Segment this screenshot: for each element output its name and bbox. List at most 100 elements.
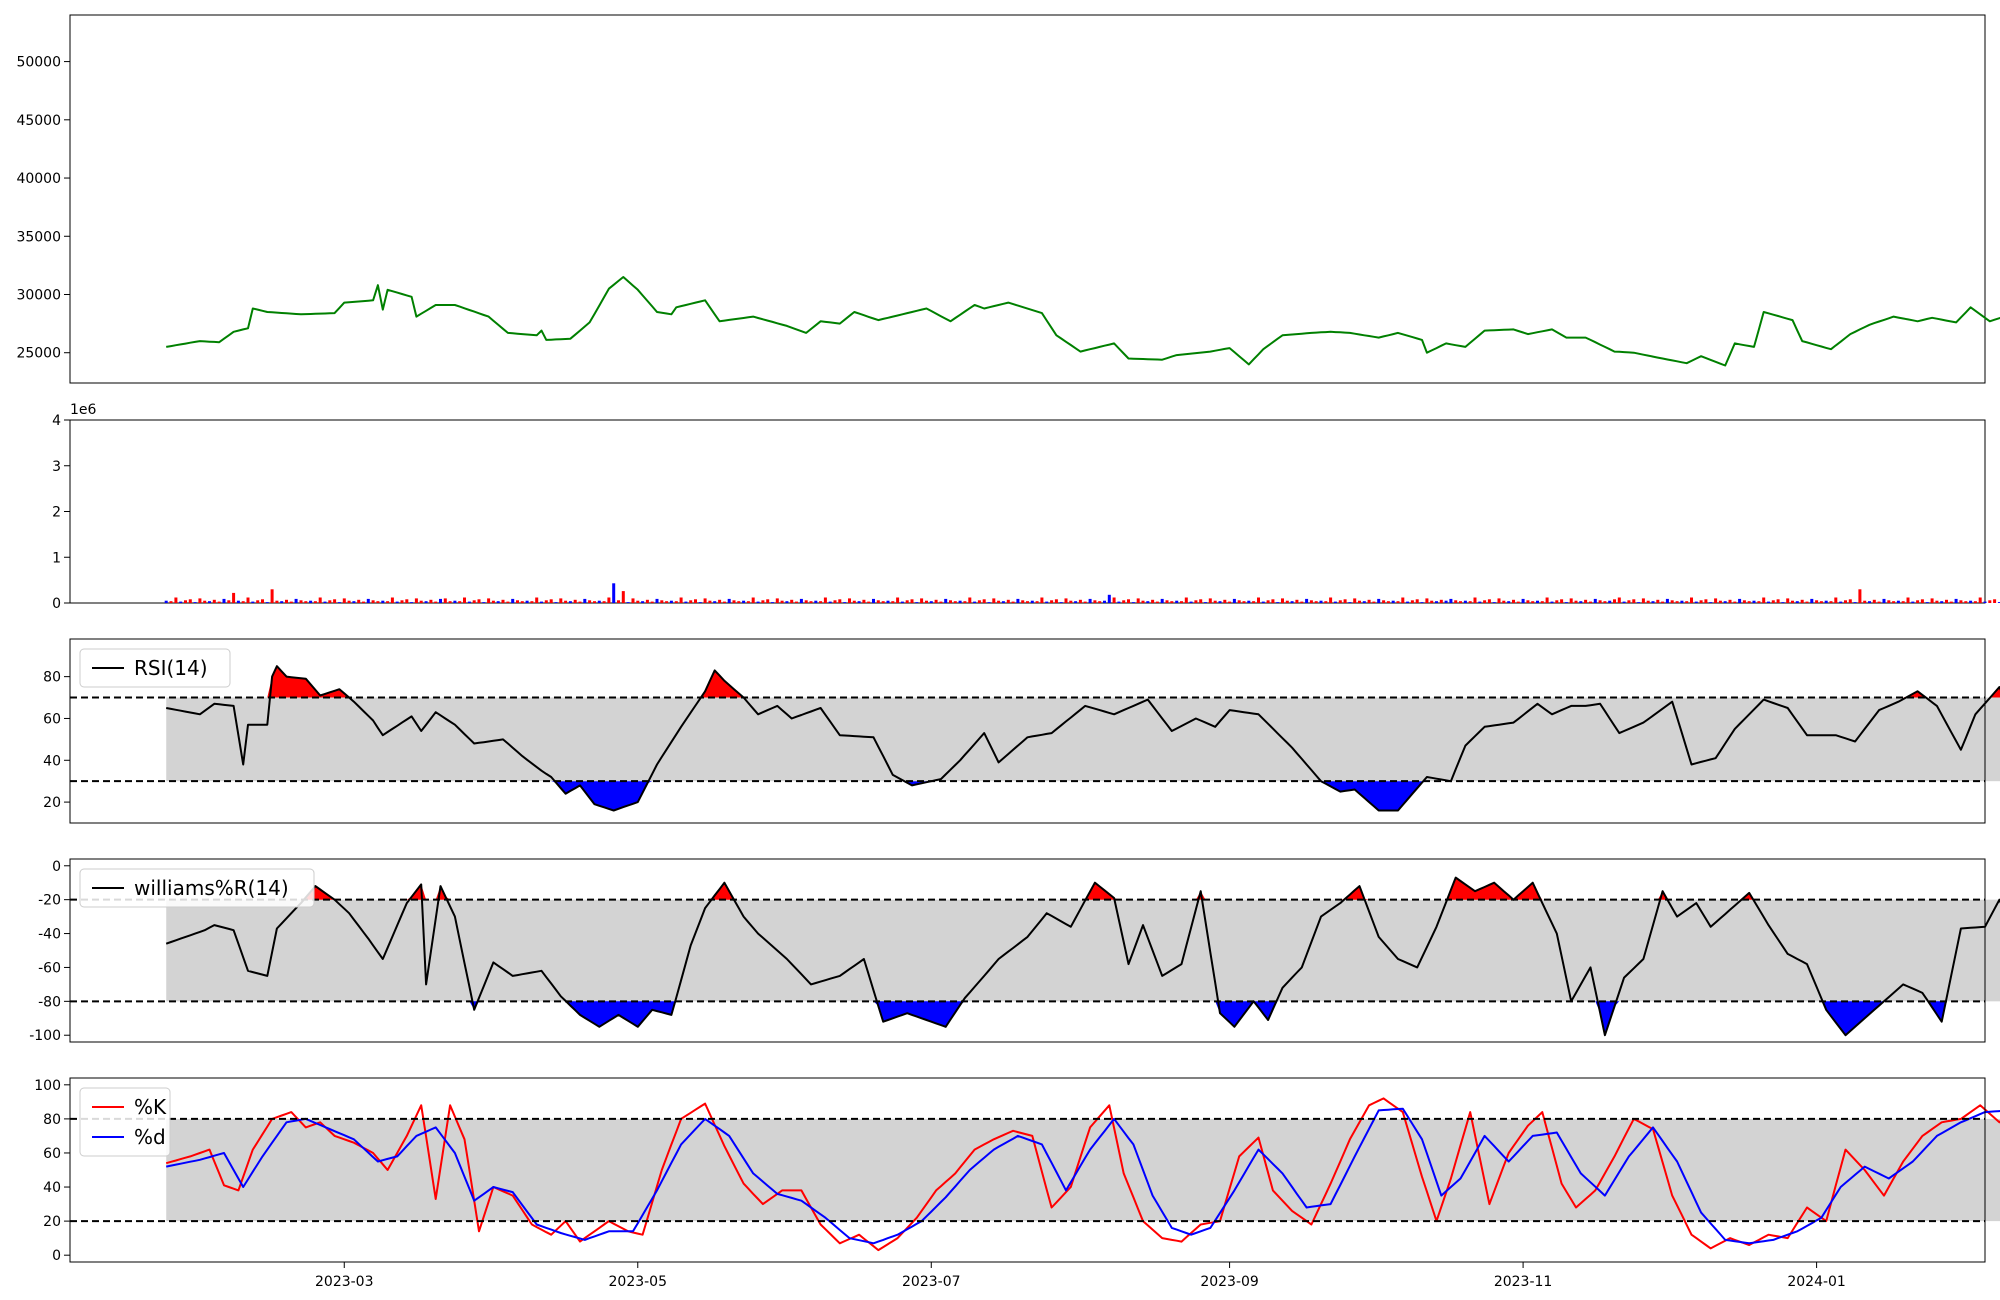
- volume-bar: [1656, 599, 1660, 603]
- volume-bar: [236, 600, 240, 603]
- volume-bar: [1949, 601, 1953, 603]
- volume-bar: [395, 601, 399, 603]
- volume-bar: [953, 601, 957, 603]
- volume-bar: [963, 601, 967, 603]
- volume-bar: [1353, 598, 1357, 603]
- volume-bar: [1627, 600, 1631, 603]
- volume-bar: [309, 600, 313, 603]
- volume-bar: [1935, 600, 1939, 603]
- x-tick-label: 2023-03: [315, 1274, 374, 1290]
- volume-bar: [732, 600, 736, 603]
- volume-bar: [1637, 602, 1641, 603]
- stochastic-legend-label: %d: [134, 1125, 166, 1149]
- volume-bar: [477, 599, 481, 603]
- rsi-y-tick-label: 40: [43, 753, 61, 769]
- volume-bar: [1516, 601, 1520, 603]
- volume-bar: [1396, 601, 1400, 603]
- volume-bar: [1487, 599, 1491, 603]
- volume-bar: [1844, 600, 1847, 603]
- volume-bar: [424, 601, 428, 603]
- volume-bar: [1771, 600, 1775, 603]
- volume-bar: [799, 598, 803, 603]
- volume-bar: [1786, 598, 1790, 603]
- williams-y-tick-label: -60: [38, 960, 61, 976]
- price-line: [166, 276, 2000, 367]
- volume-bar: [1776, 599, 1780, 603]
- volume-bar: [1853, 602, 1857, 603]
- volume-bar: [674, 601, 678, 603]
- williams-axes-frame: [69, 858, 1986, 1043]
- volume-bar: [347, 600, 351, 603]
- volume-bar: [636, 600, 640, 603]
- volume-bar: [1439, 599, 1443, 603]
- volume-bar: [559, 598, 563, 603]
- volume-bar: [381, 600, 385, 603]
- rsi-legend: RSI(14): [79, 648, 231, 688]
- volume-bar: [1579, 601, 1583, 603]
- volume-bar: [645, 599, 649, 603]
- volume-bar: [809, 601, 813, 603]
- volume-bar: [1613, 599, 1616, 603]
- volume-bar: [544, 600, 548, 603]
- williams-overbought-fill: [166, 877, 2000, 900]
- volume-bar: [1920, 599, 1924, 603]
- volume-bar: [203, 600, 207, 603]
- volume-bar: [299, 600, 303, 603]
- volume-bar: [1742, 600, 1746, 603]
- volume-bar: [1362, 601, 1366, 603]
- volume-bar: [198, 598, 202, 603]
- volume-bar: [516, 600, 519, 603]
- volume-bar: [208, 601, 211, 603]
- volume-bar: [775, 598, 779, 603]
- volume-bar: [1011, 601, 1015, 603]
- volume-bar: [1449, 598, 1453, 603]
- volume-bar: [982, 599, 986, 603]
- volume-bar: [1425, 598, 1429, 603]
- volume-bar: [1290, 601, 1294, 603]
- volume-bar: [929, 601, 933, 603]
- volume-bar: [217, 601, 221, 603]
- volume-bar: [491, 600, 495, 603]
- volume-bar: [1593, 598, 1597, 603]
- volume-bar: [612, 583, 616, 603]
- x-tick-label: 2023-11: [1494, 1274, 1553, 1290]
- volume-bar: [925, 600, 928, 603]
- volume-bar: [1382, 600, 1386, 603]
- volume-offset-label: 1e6: [70, 402, 97, 418]
- volume-bar: [1512, 599, 1515, 603]
- volume-bar: [434, 601, 438, 603]
- volume-bar: [193, 602, 197, 603]
- volume-bar: [905, 600, 909, 603]
- volume-bar: [179, 601, 183, 603]
- volume-bar: [568, 601, 572, 603]
- volume-bar: [1146, 601, 1150, 603]
- volume-bar: [746, 601, 750, 603]
- volume-bar: [876, 600, 880, 603]
- volume-bar: [1791, 600, 1794, 603]
- volume-bar: [698, 602, 702, 603]
- volume-bar: [1983, 601, 1987, 603]
- volume-bar: [458, 601, 462, 603]
- volume-bar: [1026, 601, 1029, 603]
- volume-bar: [694, 599, 697, 603]
- volume-bar: [631, 598, 635, 603]
- volume-bar: [785, 601, 789, 603]
- volume-bar: [944, 598, 948, 603]
- volume-bar: [1723, 601, 1727, 603]
- volume-bar: [1699, 600, 1703, 603]
- rsi-y-tick-label: 20: [43, 795, 61, 811]
- volume-y-tick-label: 0: [52, 596, 61, 612]
- volume-bar: [742, 600, 746, 603]
- volume-bar: [328, 600, 332, 603]
- volume-bar: [1795, 601, 1799, 603]
- volume-bar: [285, 599, 288, 603]
- volume-bar: [1988, 600, 1992, 603]
- volume-bar: [977, 600, 981, 603]
- volume-bar: [949, 600, 952, 603]
- volume-bar: [212, 599, 216, 603]
- volume-bar: [1228, 601, 1232, 603]
- volume-bar: [1718, 600, 1722, 603]
- price-y-tick-label: 50000: [16, 55, 61, 71]
- volume-bar: [1252, 601, 1256, 603]
- volume-bar: [448, 601, 452, 603]
